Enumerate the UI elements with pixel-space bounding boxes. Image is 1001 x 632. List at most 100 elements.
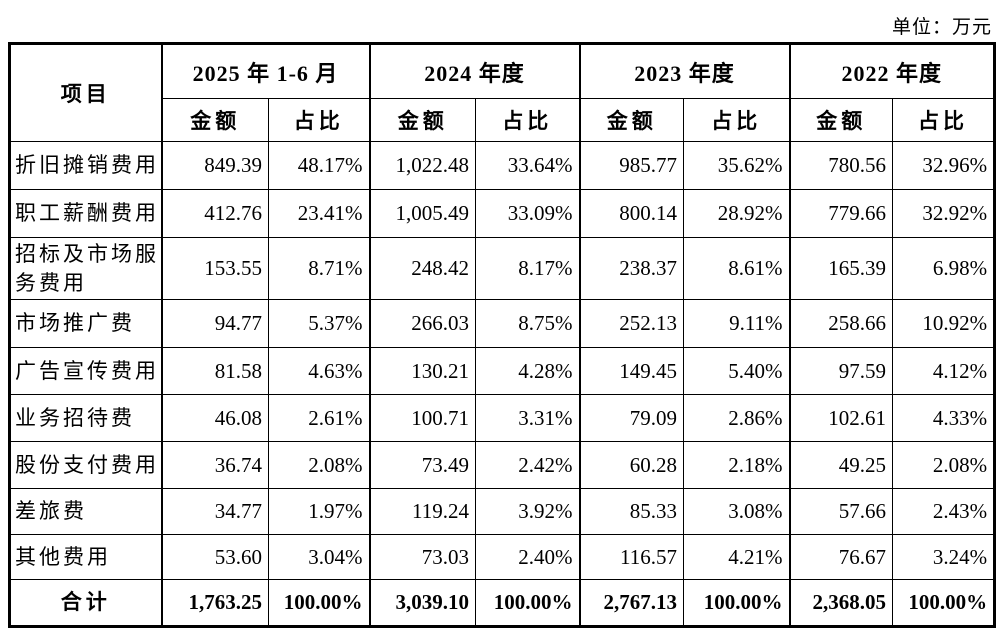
expense-breakdown-table: 项目 2025 年 1-6 月 2024 年度 2023 年度 2022 年度 …	[8, 42, 997, 628]
row-label: 其他费用	[9, 534, 162, 580]
cell-amount: 85.33	[578, 488, 685, 535]
cell-amount: 116.57	[578, 534, 685, 580]
row-label: 广告宣传费用	[9, 347, 162, 395]
cell-amount: 238.37	[578, 237, 685, 300]
cell-amount: 2,767.13	[578, 579, 685, 627]
cell-ratio: 4.12%	[892, 347, 996, 395]
total-label: 合计	[9, 579, 162, 627]
cell-amount: 97.59	[788, 347, 894, 395]
cell-ratio: 32.96%	[892, 141, 996, 190]
unit-label: 单位：万元	[891, 17, 992, 38]
col-header-period-2023: 2023 年度	[578, 43, 791, 99]
cell-ratio: 35.62%	[683, 141, 791, 190]
cell-amount: 779.66	[788, 189, 894, 238]
header-row-periods: 项目 2025 年 1-6 月 2024 年度 2023 年度 2022 年度	[9, 43, 996, 142]
cell-ratio: 2.86%	[683, 394, 791, 442]
cell-amount: 100.71	[368, 394, 477, 442]
cell-amount: 849.39	[160, 141, 269, 190]
cell-amount: 81.58	[160, 347, 269, 395]
table-row: 职工薪酬费用 412.76 23.41% 1,005.49 33.09% 800…	[9, 189, 996, 238]
cell-ratio: 100.00%	[892, 579, 996, 627]
row-label: 折旧摊销费用	[9, 141, 162, 190]
cell-amount: 102.61	[788, 394, 894, 442]
cell-ratio: 8.61%	[683, 237, 791, 300]
cell-amount: 985.77	[578, 141, 685, 190]
cell-amount: 248.42	[368, 237, 477, 300]
table-row: 股份支付费用 36.74 2.08% 73.49 2.42% 60.28 2.1…	[9, 441, 996, 489]
cell-ratio: 10.92%	[892, 299, 996, 348]
row-label: 职工薪酬费用	[9, 189, 162, 238]
table-row: 业务招待费 46.08 2.61% 100.71 3.31% 79.09 2.8…	[9, 394, 996, 442]
cell-ratio: 28.92%	[683, 189, 791, 238]
cell-ratio: 100.00%	[683, 579, 791, 627]
cell-ratio: 100.00%	[475, 579, 581, 627]
cell-amount: 130.21	[368, 347, 477, 395]
cell-ratio: 5.40%	[683, 347, 791, 395]
col-header-period-2025: 2025 年 1-6 月	[160, 43, 371, 99]
cell-ratio: 8.71%	[267, 237, 371, 300]
cell-amount: 79.09	[578, 394, 685, 442]
cell-ratio: 2.43%	[892, 488, 996, 535]
cell-amount: 57.66	[788, 488, 894, 535]
col-header-period-2024: 2024 年度	[368, 43, 581, 99]
cell-ratio: 48.17%	[267, 141, 371, 190]
row-label: 市场推广费	[9, 299, 162, 348]
cell-amount: 53.60	[160, 534, 269, 580]
cell-ratio: 6.98%	[892, 237, 996, 300]
col-header-item: 项目	[9, 43, 162, 142]
cell-ratio: 33.09%	[475, 189, 581, 238]
cell-ratio: 4.63%	[267, 347, 371, 395]
cell-ratio: 4.33%	[892, 394, 996, 442]
col-header-ratio-2024: 占比	[475, 98, 581, 142]
cell-ratio: 2.08%	[267, 441, 371, 489]
cell-amount: 165.39	[788, 237, 894, 300]
cell-amount: 36.74	[160, 441, 269, 489]
cell-ratio: 4.28%	[475, 347, 581, 395]
table-row: 其他费用 53.60 3.04% 73.03 2.40% 116.57 4.21…	[9, 534, 996, 580]
cell-ratio: 23.41%	[267, 189, 371, 238]
total-row: 合计 1,763.25 100.00% 3,039.10 100.00% 2,7…	[9, 579, 996, 627]
col-header-amount-2024: 金额	[368, 98, 477, 142]
cell-amount: 94.77	[160, 299, 269, 348]
cell-ratio: 3.92%	[475, 488, 581, 535]
cell-ratio: 8.75%	[475, 299, 581, 348]
col-header-amount-2025: 金额	[160, 98, 269, 142]
cell-amount: 412.76	[160, 189, 269, 238]
row-label: 股份支付费用	[9, 441, 162, 489]
cell-amount: 2,368.05	[788, 579, 894, 627]
cell-ratio: 2.08%	[892, 441, 996, 489]
cell-amount: 119.24	[368, 488, 477, 535]
cell-ratio: 33.64%	[475, 141, 581, 190]
cell-ratio: 3.31%	[475, 394, 581, 442]
cell-ratio: 3.04%	[267, 534, 371, 580]
cell-ratio: 4.21%	[683, 534, 791, 580]
row-label: 差旅费	[9, 488, 162, 535]
cell-ratio: 8.17%	[475, 237, 581, 300]
row-label: 招标及市场服务费用	[9, 237, 162, 300]
cell-ratio: 3.24%	[892, 534, 996, 580]
cell-amount: 76.67	[788, 534, 894, 580]
cell-amount: 46.08	[160, 394, 269, 442]
cell-amount: 1,005.49	[368, 189, 477, 238]
cell-amount: 252.13	[578, 299, 685, 348]
cell-amount: 780.56	[788, 141, 894, 190]
cell-amount: 800.14	[578, 189, 685, 238]
cell-ratio: 2.42%	[475, 441, 581, 489]
cell-amount: 73.03	[368, 534, 477, 580]
table-row: 折旧摊销费用 849.39 48.17% 1,022.48 33.64% 985…	[9, 141, 996, 190]
cell-ratio: 32.92%	[892, 189, 996, 238]
cell-ratio: 2.18%	[683, 441, 791, 489]
cell-amount: 1,022.48	[368, 141, 477, 190]
cell-amount: 3,039.10	[368, 579, 477, 627]
table-row: 差旅费 34.77 1.97% 119.24 3.92% 85.33 3.08%…	[9, 488, 996, 535]
table-row: 广告宣传费用 81.58 4.63% 130.21 4.28% 149.45 5…	[9, 347, 996, 395]
col-header-amount-2022: 金额	[788, 98, 894, 142]
cell-ratio: 3.08%	[683, 488, 791, 535]
table-row: 市场推广费 94.77 5.37% 266.03 8.75% 252.13 9.…	[9, 299, 996, 348]
cell-amount: 73.49	[368, 441, 477, 489]
cell-amount: 60.28	[578, 441, 685, 489]
cell-amount: 1,763.25	[160, 579, 269, 627]
cell-amount: 266.03	[368, 299, 477, 348]
cell-ratio: 2.40%	[475, 534, 581, 580]
